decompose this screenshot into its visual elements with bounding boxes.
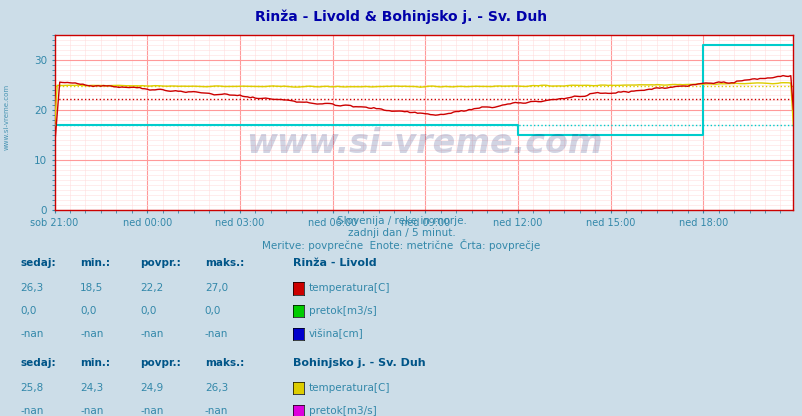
Text: -nan: -nan (80, 406, 103, 416)
Text: 24,9: 24,9 (140, 383, 164, 393)
Text: temperatura[C]: temperatura[C] (309, 283, 390, 293)
Text: povpr.:: povpr.: (140, 258, 181, 268)
Text: -nan: -nan (20, 329, 43, 339)
Text: 18,5: 18,5 (80, 283, 103, 293)
Text: 24,3: 24,3 (80, 383, 103, 393)
Text: zadnji dan / 5 minut.: zadnji dan / 5 minut. (347, 228, 455, 238)
Text: -nan: -nan (80, 329, 103, 339)
Text: Bohinjsko j. - Sv. Duh: Bohinjsko j. - Sv. Duh (293, 358, 425, 368)
Text: www.si-vreme.com: www.si-vreme.com (245, 127, 602, 160)
Text: -nan: -nan (20, 406, 43, 416)
Text: min.:: min.: (80, 358, 110, 368)
Text: www.si-vreme.com: www.si-vreme.com (3, 84, 10, 149)
Text: temperatura[C]: temperatura[C] (309, 383, 390, 393)
Text: -nan: -nan (140, 329, 164, 339)
Text: pretok[m3/s]: pretok[m3/s] (309, 306, 376, 316)
Text: sedaj:: sedaj: (20, 258, 55, 268)
Text: 26,3: 26,3 (20, 283, 43, 293)
Text: Rinža - Livold: Rinža - Livold (293, 258, 376, 268)
Text: povpr.:: povpr.: (140, 358, 181, 368)
Text: Slovenija / reke in morje.: Slovenija / reke in morje. (336, 216, 466, 226)
Text: sedaj:: sedaj: (20, 358, 55, 368)
Text: Rinža - Livold & Bohinjsko j. - Sv. Duh: Rinža - Livold & Bohinjsko j. - Sv. Duh (255, 9, 547, 24)
Text: min.:: min.: (80, 258, 110, 268)
Text: 0,0: 0,0 (140, 306, 156, 316)
Text: -nan: -nan (205, 406, 228, 416)
Text: 27,0: 27,0 (205, 283, 228, 293)
Text: 0,0: 0,0 (205, 306, 221, 316)
Text: 22,2: 22,2 (140, 283, 164, 293)
Text: pretok[m3/s]: pretok[m3/s] (309, 406, 376, 416)
Text: 0,0: 0,0 (80, 306, 96, 316)
Text: 26,3: 26,3 (205, 383, 228, 393)
Text: maks.:: maks.: (205, 258, 244, 268)
Text: -nan: -nan (205, 329, 228, 339)
Text: maks.:: maks.: (205, 358, 244, 368)
Text: 0,0: 0,0 (20, 306, 36, 316)
Text: višina[cm]: višina[cm] (309, 329, 363, 339)
Text: Meritve: povprečne  Enote: metrične  Črta: povprečje: Meritve: povprečne Enote: metrične Črta:… (262, 239, 540, 251)
Text: -nan: -nan (140, 406, 164, 416)
Text: 25,8: 25,8 (20, 383, 43, 393)
